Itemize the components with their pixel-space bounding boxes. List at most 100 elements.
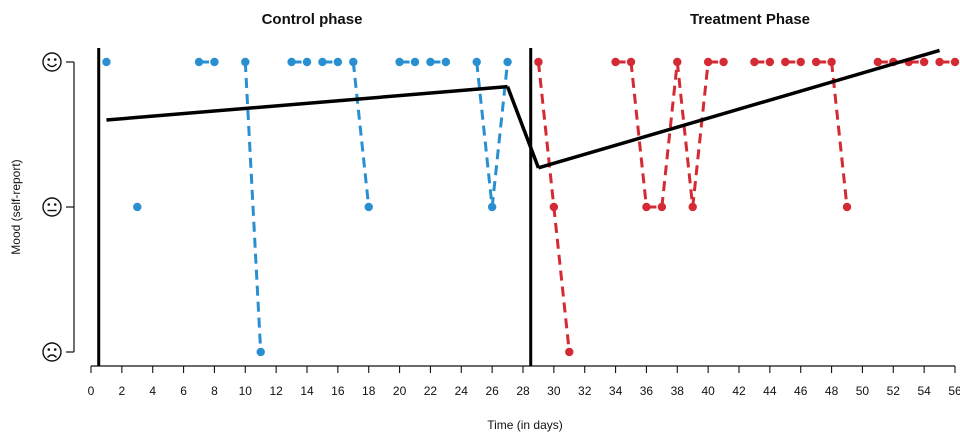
- data-point: [565, 347, 574, 357]
- phase-boundary-lines: [97, 48, 533, 366]
- x-tick-label: 22: [424, 384, 438, 398]
- phase-titles: Control phase Treatment Phase: [262, 11, 810, 28]
- data-point: [426, 57, 435, 67]
- series-segment: [660, 61, 679, 208]
- data-point: [194, 57, 204, 67]
- x-tick-label: 18: [362, 384, 376, 398]
- series-segment: [243, 61, 263, 353]
- x-tick-label: 56: [948, 384, 960, 398]
- x-tick-label: 46: [794, 384, 808, 398]
- series-segment: [629, 61, 648, 208]
- x-tick-label: 42: [732, 384, 746, 398]
- data-point: [935, 57, 944, 67]
- x-tick-label: 26: [485, 384, 499, 398]
- data-point: [796, 57, 805, 67]
- data-point: [441, 57, 451, 67]
- x-tick-label: 52: [887, 384, 901, 398]
- x-tick-label: 24: [455, 384, 469, 398]
- happy-face-icon: [42, 52, 62, 72]
- x-axis-label: Time (in days): [487, 418, 563, 432]
- data-point: [287, 57, 296, 67]
- series-segment: [536, 61, 556, 208]
- x-tick-label: 28: [516, 384, 530, 398]
- data-point: [781, 57, 790, 67]
- data-point: [765, 57, 775, 67]
- series-segment: [351, 61, 371, 208]
- series-segment: [475, 61, 494, 208]
- data-point: [349, 57, 358, 67]
- data-point: [719, 57, 728, 67]
- x-tick-label: 16: [331, 384, 345, 398]
- series-segment: [490, 61, 510, 208]
- series-0: [102, 57, 512, 357]
- series-segment: [675, 61, 695, 208]
- data-point: [950, 57, 960, 67]
- data-point: [472, 57, 481, 67]
- x-tick-label: 54: [917, 384, 931, 398]
- x-tick-label: 6: [180, 384, 187, 398]
- data-point: [395, 57, 404, 67]
- data-point: [811, 57, 821, 67]
- data-point: [210, 57, 219, 67]
- data-point: [611, 57, 620, 67]
- x-tick-label: 2: [119, 384, 126, 398]
- data-point: [549, 202, 559, 212]
- data-point: [503, 57, 512, 67]
- x-tick-label: 32: [578, 384, 592, 398]
- data-point: [133, 202, 142, 212]
- x-tick-label: 20: [393, 384, 407, 398]
- data-point: [256, 347, 265, 357]
- x-tick-label: 30: [547, 384, 561, 398]
- x-tick-label: 4: [149, 384, 156, 398]
- data-point: [241, 57, 250, 67]
- x-tick-label: 36: [640, 384, 654, 398]
- x-tick-label: 0: [88, 384, 95, 398]
- trend-line: [505, 86, 541, 169]
- data-point: [919, 57, 929, 67]
- series-layer: [102, 57, 960, 357]
- x-tick-label: 48: [825, 384, 839, 398]
- x-tick-label: 8: [211, 384, 218, 398]
- y-axis: [42, 52, 75, 362]
- y-axis-label: Mood (self-report): [9, 159, 23, 254]
- data-point: [302, 57, 312, 67]
- data-point: [688, 202, 697, 212]
- data-point: [318, 57, 327, 67]
- x-tick-label: 44: [763, 384, 777, 398]
- series-segment: [691, 61, 710, 208]
- trend-layer: [106, 48, 941, 170]
- data-point: [842, 202, 852, 212]
- data-point: [534, 57, 543, 67]
- x-tick-label: 12: [269, 384, 283, 398]
- data-point: [827, 57, 836, 67]
- x-tick-label: 34: [609, 384, 623, 398]
- data-point: [626, 57, 636, 67]
- neutral-face-icon: [42, 197, 62, 217]
- data-point: [410, 57, 420, 67]
- data-point: [487, 202, 497, 212]
- series-segment: [830, 61, 849, 208]
- sad-face-icon: [42, 342, 62, 362]
- series-segment: [552, 206, 571, 353]
- x-tick-label: 50: [856, 384, 870, 398]
- data-point: [750, 57, 759, 67]
- phase-title-0: Control phase: [262, 11, 363, 28]
- x-tick-label: 10: [239, 384, 253, 398]
- x-tick-label: 38: [671, 384, 685, 398]
- x-axis: 0 2 4 6 8 10 12 14 16 18 20 22 24 26 28 30 32 34 36 38 40 42 4…: [88, 365, 960, 398]
- trend-line: [537, 48, 941, 170]
- trend-line: [106, 84, 508, 122]
- data-point: [364, 202, 373, 212]
- data-point: [657, 202, 667, 212]
- x-tick-label: 40: [701, 384, 715, 398]
- data-point: [642, 202, 651, 212]
- data-point: [673, 57, 682, 67]
- data-point: [102, 57, 111, 67]
- series-1: [534, 57, 960, 357]
- x-tick-label: 14: [300, 384, 314, 398]
- data-point: [873, 57, 883, 67]
- data-point: [703, 57, 713, 67]
- data-point: [333, 57, 343, 67]
- phase-title-1: Treatment Phase: [690, 11, 810, 28]
